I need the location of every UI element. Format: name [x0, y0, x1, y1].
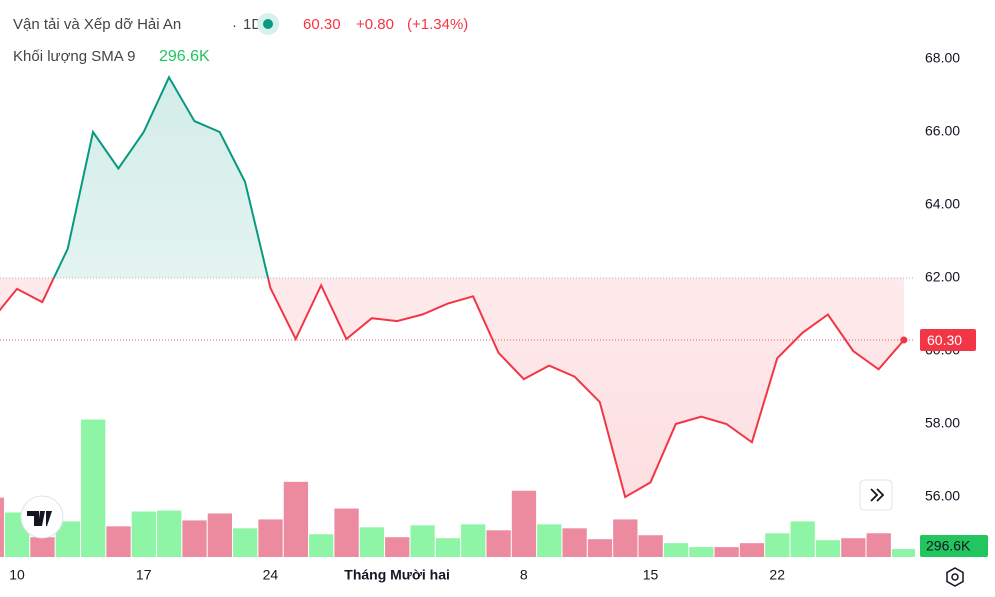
- x-tick-label: 8: [520, 567, 528, 583]
- change: +0.80: [356, 16, 394, 33]
- volume-bar: [613, 519, 638, 557]
- volume-bar: [410, 525, 435, 557]
- volume-box-label: 296.6K: [926, 538, 971, 554]
- volume-bar: [815, 540, 841, 557]
- volume-bar: [790, 521, 815, 557]
- price-line-up: [52, 75, 270, 278]
- tv-logo[interactable]: [20, 495, 64, 539]
- volume-bar: [81, 419, 106, 557]
- volume-bar: [182, 520, 207, 557]
- volume-bar: [359, 527, 385, 557]
- volume-bar: [106, 526, 131, 557]
- separator: ·: [232, 17, 237, 34]
- interval: 1D: [243, 16, 262, 33]
- volume-bar: [258, 519, 283, 557]
- volume-bar: [866, 533, 891, 557]
- y-tick-label: 64.00: [925, 196, 960, 212]
- title: Vận tải và Xếp dỡ Hải An: [13, 16, 181, 33]
- last-point: [900, 336, 908, 344]
- volume-bar: [689, 547, 714, 557]
- volume-bar: [309, 534, 334, 557]
- volume-bar: [891, 549, 915, 557]
- volume-bar: [385, 537, 410, 557]
- volume-bar: [663, 543, 689, 557]
- volume-bar: [131, 511, 156, 557]
- volume-bar: [233, 528, 258, 557]
- volume-bar: [207, 513, 233, 557]
- price-line-down: [0, 278, 905, 499]
- volume-bar: [486, 530, 511, 557]
- volume-bar: [841, 538, 866, 557]
- y-tick-label: 66.00: [925, 123, 960, 139]
- volume-bar: [638, 535, 663, 557]
- volume-bar: [765, 533, 790, 557]
- volume-bar: [283, 481, 309, 557]
- volume-bar: [587, 539, 613, 557]
- settings-button[interactable]: [946, 567, 964, 587]
- last-price-box: [920, 329, 976, 352]
- x-tick-label: 22: [769, 567, 785, 583]
- volume-label: Khối lượng SMA 9: [13, 48, 135, 65]
- x-tick-label: 17: [136, 567, 152, 583]
- area-up: [0, 77, 904, 278]
- x-tick-label: 10: [9, 567, 25, 583]
- volume-bar: [0, 497, 4, 557]
- status-dot: [263, 19, 273, 29]
- change-percent: (+1.34%): [407, 16, 468, 33]
- volume-bar: [562, 528, 587, 557]
- volume-bar: [435, 538, 461, 557]
- y-tick-label: 68.00: [925, 50, 960, 66]
- volume-value: 296.6K: [159, 48, 210, 65]
- y-tick-label: 58.00: [925, 415, 960, 431]
- volume-bar: [511, 490, 537, 557]
- volume-bar: [714, 547, 739, 557]
- y-tick-label: 62.00: [925, 269, 960, 285]
- scroll-button[interactable]: [859, 479, 893, 511]
- y-tick-label: 56.00: [925, 488, 960, 504]
- x-tick-label: Tháng Mười hai: [344, 567, 450, 583]
- volume-bar: [739, 543, 765, 557]
- last-price-label: 60.30: [927, 332, 962, 348]
- price: 60.30: [303, 16, 341, 33]
- x-tick-label: 24: [263, 567, 279, 583]
- area-down: [0, 278, 904, 497]
- volume-bar: [537, 524, 562, 557]
- volume-bar: [157, 510, 182, 557]
- volume-bar: [334, 508, 359, 557]
- x-tick-label: 15: [643, 567, 659, 583]
- volume-box: [920, 535, 988, 557]
- header: Vận tải và Xếp dỡ Hải An · 1D 60.30 +0.8…: [13, 13, 468, 65]
- volume-bar: [30, 537, 55, 557]
- volume-bar: [461, 524, 486, 557]
